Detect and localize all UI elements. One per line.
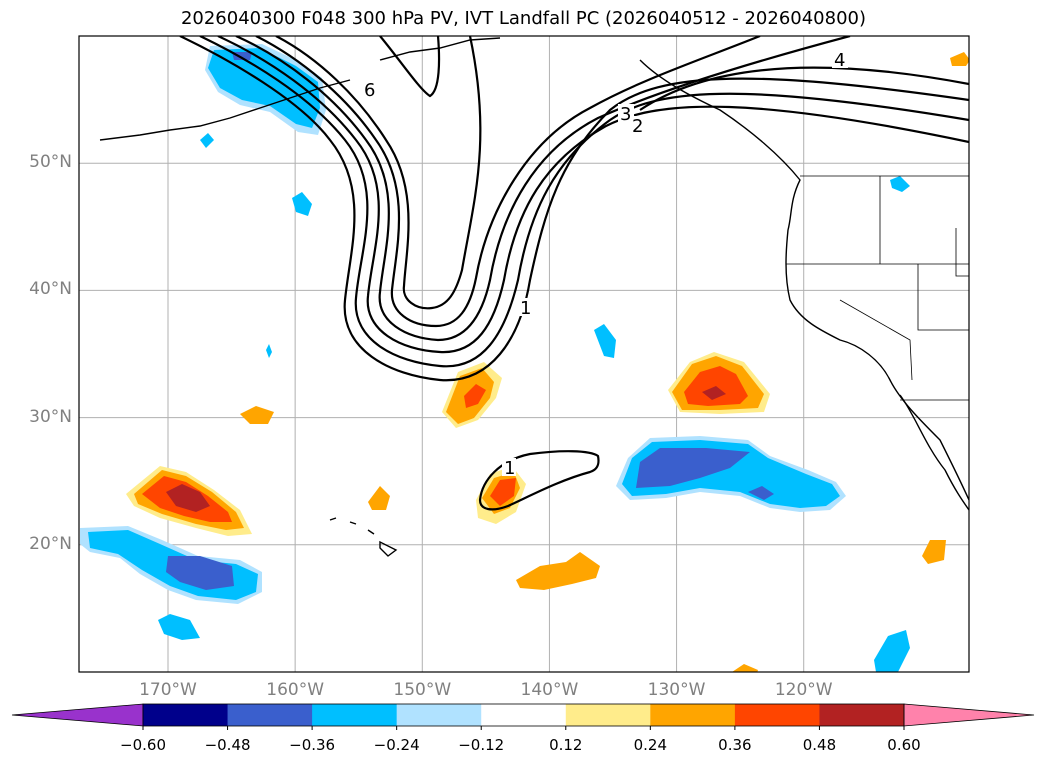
pv-contour-3 xyxy=(217,36,969,354)
colorbar-label-5: 0.12 xyxy=(549,736,583,754)
colorbar-segment-2 xyxy=(312,704,398,726)
baja-coast xyxy=(899,394,969,511)
pv-contour-east-1 xyxy=(639,66,969,111)
alaska-peninsula xyxy=(99,79,351,141)
pv-contour-4 xyxy=(235,36,851,342)
positive-anomaly-small-1 xyxy=(240,406,274,424)
ivt-filled-contours xyxy=(80,44,969,672)
positive-anomaly-small-6 xyxy=(732,664,758,672)
pv-contours xyxy=(179,36,969,511)
map-title: 2026040300 F048 300 hPa PV, IVT Landfall… xyxy=(180,8,867,29)
pv-label-1-sub: 1 xyxy=(504,458,515,479)
lat-label-2: 40°N xyxy=(29,279,72,300)
colorbar-label-0: −0.60 xyxy=(120,736,166,754)
colorbar-border xyxy=(142,703,905,727)
negative-anomaly-small-2 xyxy=(292,192,312,216)
colorbar xyxy=(11,703,1035,730)
lat-label-0: 20°N xyxy=(29,533,72,554)
pv-label-6: 6 xyxy=(364,80,375,101)
colorbar-segment-8 xyxy=(819,704,905,726)
colorbar-segment-4 xyxy=(481,704,567,726)
colorbar-label-6: 0.24 xyxy=(633,736,668,754)
colorbar-label-2: −0.36 xyxy=(289,736,336,754)
negative-anomaly-small-5 xyxy=(890,176,910,192)
colorbar-segment-7 xyxy=(734,704,820,726)
lon-label-0: 170°W xyxy=(139,680,197,700)
pv-contour-5 xyxy=(255,36,761,328)
lon-label-2: 150°W xyxy=(393,680,452,700)
pv-contour-inner xyxy=(379,36,441,98)
coastlines xyxy=(99,37,969,557)
colorbar-segment-1 xyxy=(227,704,313,726)
colorbar-segment-0 xyxy=(143,704,229,726)
positive-anomaly-small-5 xyxy=(950,52,969,66)
hawaii xyxy=(329,517,398,557)
north-america-coast xyxy=(639,59,969,501)
lat-label-3: 50°N xyxy=(29,152,72,173)
pv-label-3: 3 xyxy=(620,104,631,125)
colorbar-segment-5 xyxy=(565,704,651,726)
colorbar-label-7: 0.36 xyxy=(718,736,752,754)
positive-anomaly-west xyxy=(126,466,252,536)
alaska-coast xyxy=(379,37,501,61)
colorbar-extend-low xyxy=(11,703,144,727)
state-borders xyxy=(786,175,969,401)
pv-label-1-west: 1 xyxy=(520,298,531,319)
colorbar-label-1: −0.48 xyxy=(204,736,251,754)
pv-label-2: 2 xyxy=(632,116,643,137)
pv-contour-labels: 3 2 4 6 1 1 xyxy=(362,50,848,479)
lat-label-1: 30°N xyxy=(29,406,72,427)
positive-anomaly-small-4 xyxy=(922,540,946,564)
positive-anomaly-small-2 xyxy=(368,486,390,510)
negative-anomaly-small-1 xyxy=(200,133,214,148)
pv-label-4: 4 xyxy=(834,50,845,71)
colorbar-label-8: 0.48 xyxy=(802,736,837,754)
lon-label-4: 130°W xyxy=(647,680,706,700)
negative-anomaly-west xyxy=(80,526,262,604)
plot-border xyxy=(78,35,970,673)
pv-contour-1 xyxy=(179,36,969,382)
lon-label-3: 140°W xyxy=(520,680,579,700)
positive-anomaly-subtropic xyxy=(476,466,526,524)
lon-label-5: 120°W xyxy=(774,680,833,700)
negative-anomaly-small-3 xyxy=(266,344,272,358)
colorbar-segment-3 xyxy=(396,704,482,726)
negative-anomaly-small-4 xyxy=(594,324,616,358)
pv-contour-6 xyxy=(275,36,482,310)
lon-label-1: 160°W xyxy=(266,680,325,700)
negative-anomaly-small-6 xyxy=(158,614,200,640)
colorbar-segment-6 xyxy=(650,704,736,726)
colorbar-label-9: 0.60 xyxy=(887,736,921,754)
colorbar-extend-high xyxy=(903,703,1035,727)
pv-contour-subtropic xyxy=(478,450,600,511)
positive-anomaly-small-3 xyxy=(516,552,600,590)
negative-anomaly-east xyxy=(616,436,846,512)
negative-anomaly-small-7 xyxy=(874,630,910,672)
positive-anomaly-east xyxy=(668,352,770,414)
colorbar-label-3: −0.24 xyxy=(373,736,420,754)
colorbar-label-4: −0.12 xyxy=(458,736,505,754)
